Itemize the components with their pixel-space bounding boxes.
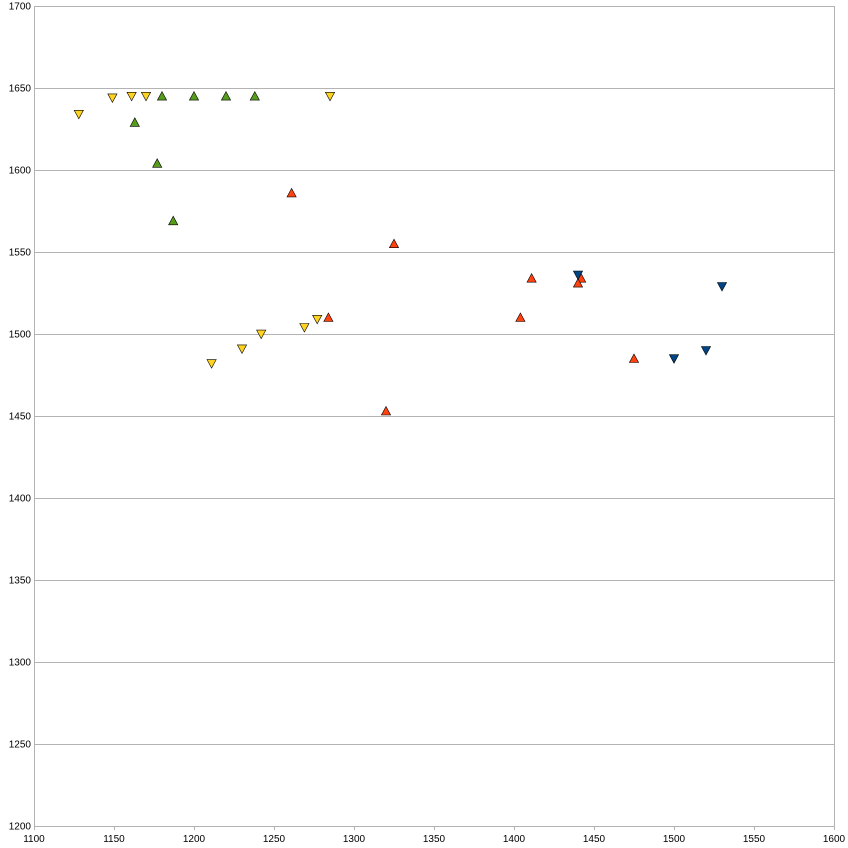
data-point — [73, 110, 84, 120]
data-point — [312, 314, 323, 325]
data-point — [323, 312, 334, 322]
y-tick-label: 1700 — [9, 2, 32, 13]
x-tick-label: 1500 — [663, 834, 686, 845]
y-tick-label: 1300 — [9, 658, 32, 669]
x-tick-label: 1550 — [743, 834, 766, 845]
data-point — [129, 117, 140, 127]
y-tick-label: 1450 — [9, 412, 32, 423]
y-tick-labels: 1200 1250 1300 1350 1400 1450 1500 1550 1600 1650… — [9, 2, 32, 833]
data-point — [140, 92, 152, 102]
data-point — [286, 187, 297, 198]
x-tick-label: 1350 — [423, 834, 446, 845]
data-point — [388, 238, 400, 248]
x-tick-label: 1300 — [343, 834, 366, 845]
y-tick-label: 1650 — [9, 84, 32, 95]
data-point — [152, 158, 163, 168]
data-point — [168, 215, 179, 226]
y-tick-label: 1400 — [9, 494, 32, 505]
data-point — [188, 90, 200, 101]
data-point — [126, 92, 137, 102]
data-point — [572, 277, 584, 288]
series-3 — [572, 270, 728, 364]
data-point — [515, 312, 526, 322]
data-point — [380, 405, 392, 416]
x-tick-label: 1400 — [503, 834, 526, 845]
data-point — [700, 346, 712, 356]
x-tick-label: 1200 — [183, 834, 206, 845]
data-point — [668, 354, 680, 364]
series-0 — [73, 92, 336, 369]
y-tick-label: 1250 — [9, 740, 32, 751]
series-1 — [129, 90, 260, 226]
data-point — [716, 282, 728, 292]
data-point — [256, 329, 267, 340]
x-tick-label: 1600 — [823, 834, 846, 845]
x-tick-label: 1250 — [263, 834, 286, 845]
plot-axes — [34, 6, 835, 830]
grid-lines — [34, 6, 834, 827]
data-point — [249, 90, 260, 101]
x-tick-label: 1450 — [583, 834, 606, 845]
data-point — [324, 92, 336, 102]
y-tick-label: 1550 — [9, 248, 32, 259]
data-markers — [73, 90, 728, 416]
y-tick-label: 1350 — [9, 576, 32, 587]
data-point — [299, 323, 310, 333]
y-tick-label: 1500 — [9, 330, 32, 341]
data-point — [107, 93, 118, 104]
data-point — [572, 270, 584, 281]
data-point — [526, 272, 537, 283]
x-tick-labels: 1100 1150 1200 1250 1300 1350 1400 1450 1500 1550… — [23, 834, 845, 845]
data-point — [206, 359, 217, 369]
series-2 — [286, 187, 640, 416]
x-tick-label: 1150 — [103, 834, 125, 845]
data-point — [628, 353, 640, 363]
x-tick-label: 1100 — [23, 834, 45, 845]
data-point — [156, 90, 168, 101]
y-tick-label: 1200 — [9, 822, 32, 833]
y-tick-label: 1600 — [9, 166, 32, 177]
data-point — [236, 344, 248, 355]
data-point — [220, 90, 232, 101]
